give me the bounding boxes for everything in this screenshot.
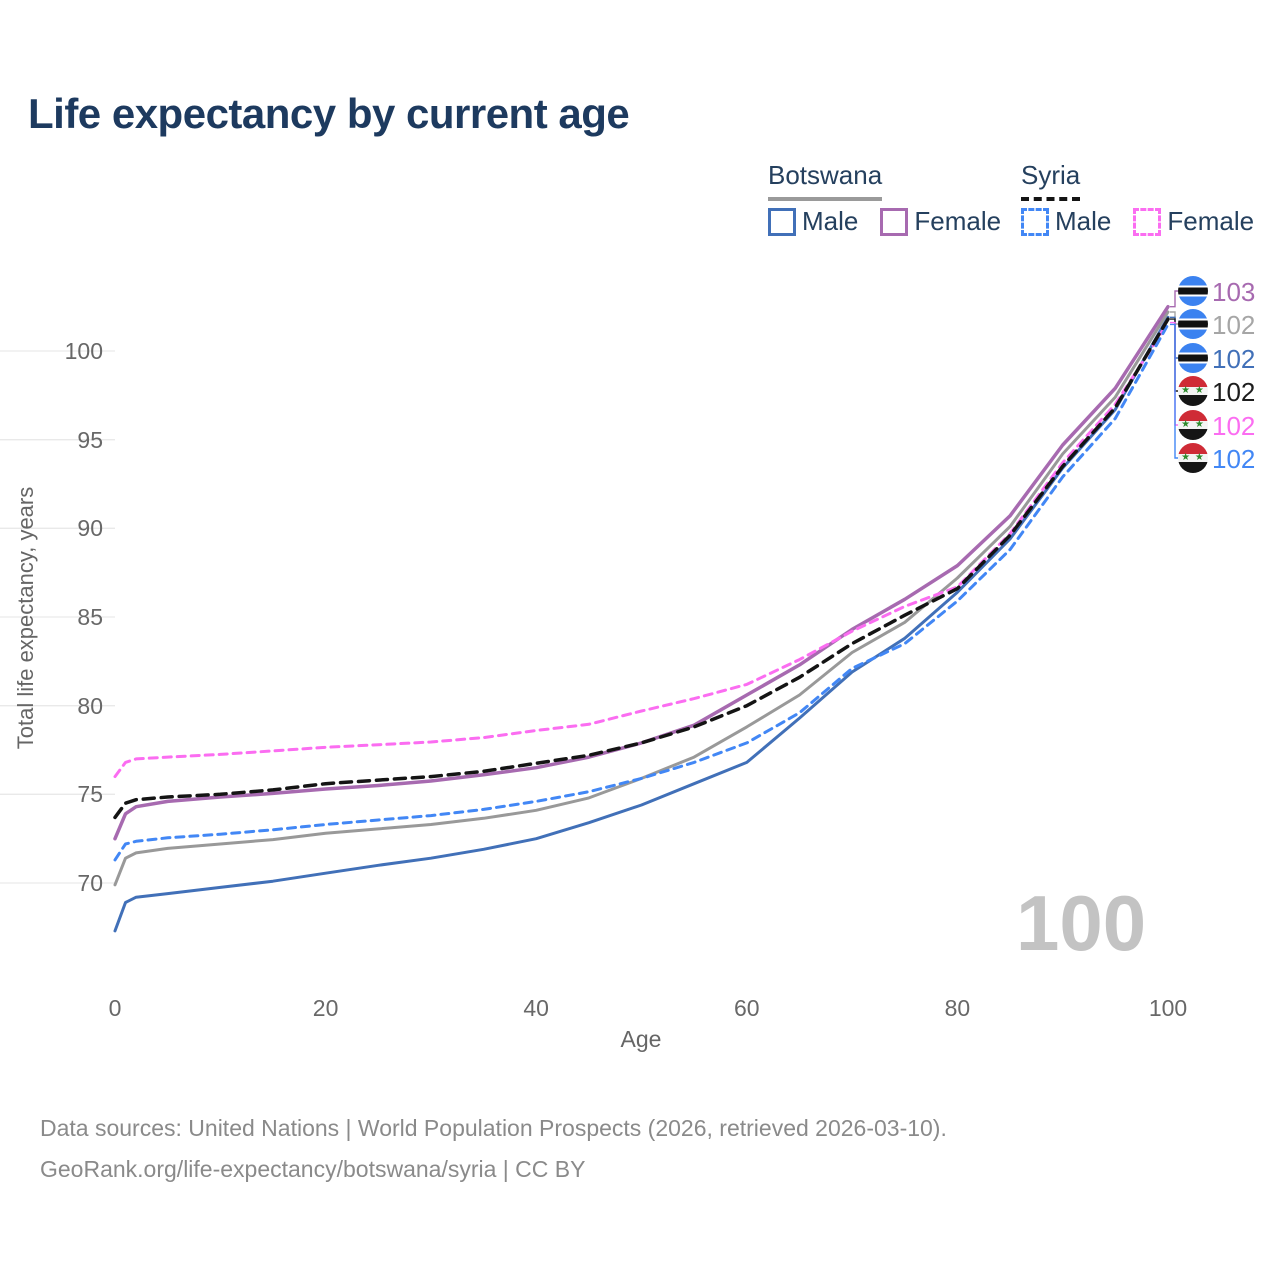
legend-swatch-botswana-male-icon[interactable] [768, 207, 796, 236]
end-value-syria-female: 102 [1212, 411, 1256, 441]
footer: Data sources: United Nations | World Pop… [40, 1108, 947, 1190]
end-value-syria-male: 102 [1212, 444, 1256, 474]
x-axis-title: Age [620, 1026, 662, 1052]
series-line-botswana-female [113, 304, 1170, 841]
legend-label-botswana-female[interactable]: Female [914, 206, 1002, 236]
syria-stars-icon: ★ ★ [1181, 451, 1205, 463]
botswana-flag-icon [1178, 343, 1208, 373]
x-tick-20: 20 [312, 995, 339, 1021]
legend-swatch-botswana-female-icon[interactable] [880, 207, 909, 236]
x-tick-100: 100 [1148, 995, 1188, 1021]
y-tick-85: 85 [77, 604, 103, 630]
end-value-botswana-all: 102 [1212, 310, 1256, 340]
series-line-syria-male [113, 322, 1170, 862]
syria-stars-icon: ★ ★ [1181, 384, 1205, 396]
end-value-syria-all: 102 [1212, 377, 1256, 407]
end-label-connector-botswana-female [1170, 290, 1178, 308]
end-label-connector-syria-male [1170, 323, 1178, 459]
legend-label-syria-male[interactable]: Male [1055, 206, 1112, 236]
page-title: Life expectancy by current age [28, 90, 630, 137]
legend-group-botswana: Botswana Male Female [768, 160, 1001, 236]
age-watermark: 100 [1016, 879, 1147, 967]
end-label-connector-syria-female [1170, 321, 1178, 426]
x-tick-40: 40 [523, 995, 549, 1021]
botswana-flag-icon [1178, 276, 1208, 306]
x-tick-60: 60 [734, 995, 760, 1021]
end-value-botswana-male: 102 [1212, 344, 1256, 374]
end-label-connector-syria-all [1170, 318, 1178, 392]
footer-sources: Data sources: United Nations | World Pop… [40, 1115, 947, 1141]
legend-group-syria: Syria Male Female [1021, 160, 1254, 236]
legend-swatch-syria-male-icon[interactable] [1021, 207, 1049, 236]
series-line-botswana-male [113, 315, 1170, 933]
footer-link[interactable]: GeoRank.org/life-expectancy/botswana/syr… [40, 1156, 586, 1182]
legend-label-syria-female[interactable]: Female [1167, 206, 1255, 236]
end-value-botswana-female: 103 [1212, 277, 1256, 307]
y-tick-90: 90 [77, 515, 103, 542]
x-tick-80: 80 [944, 995, 971, 1021]
series-line-syria-all [113, 317, 1170, 820]
syria-stars-icon: ★ ★ [1181, 418, 1205, 430]
botswana-flag-icon [1178, 309, 1208, 339]
series-line-botswana-all [113, 310, 1170, 887]
legend-row-syria: Male Female [1021, 206, 1276, 237]
legend-swatch-syria-female-icon[interactable] [1133, 207, 1162, 236]
y-tick-100: 100 [64, 338, 103, 364]
legend-header-botswana[interactable]: Botswana [768, 160, 883, 201]
y-tick-70: 70 [77, 870, 103, 896]
legend-label-botswana-male[interactable]: Male [802, 206, 859, 236]
y-axis-title: Total life expectancy, years [13, 486, 38, 750]
y-tick-95: 95 [77, 426, 103, 453]
syria-flag-icon: ★ ★ [1178, 410, 1208, 440]
y-tick-80: 80 [77, 692, 103, 719]
syria-flag-icon: ★ ★ [1178, 443, 1208, 473]
syria-flag-icon: ★ ★ [1178, 376, 1208, 406]
y-tick-75: 75 [77, 781, 103, 808]
legend-header-syria[interactable]: Syria [1021, 160, 1081, 201]
legend-row-botswana: Male Female [768, 206, 1023, 237]
x-tick-0: 0 [108, 995, 122, 1021]
